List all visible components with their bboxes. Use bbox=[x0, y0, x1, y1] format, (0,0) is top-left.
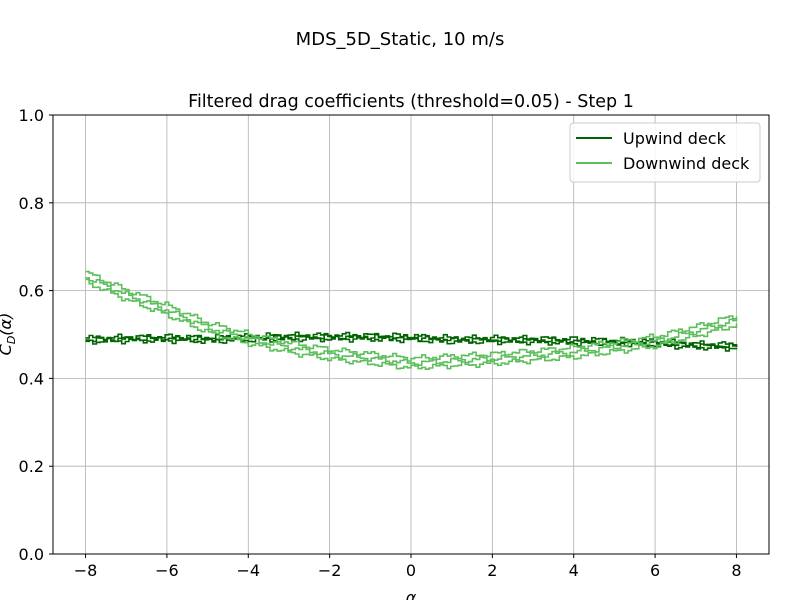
y-tick-label: 0.4 bbox=[19, 369, 44, 388]
x-tick-label: −2 bbox=[318, 561, 342, 580]
y-tick-label: 0.2 bbox=[19, 457, 44, 476]
x-tick-label: 4 bbox=[569, 561, 579, 580]
series-trace bbox=[85, 278, 738, 370]
series-0 bbox=[85, 331, 738, 352]
figure-suptitle: MDS_5D_Static, 10 m/s bbox=[296, 29, 505, 50]
series-1 bbox=[85, 270, 738, 370]
x-tick-label: −4 bbox=[236, 561, 260, 580]
y-axis-label: CD(α) bbox=[0, 313, 18, 356]
legend: Upwind deck Downwind deck bbox=[569, 122, 761, 183]
legend-label-downwind: Downwind deck bbox=[623, 154, 750, 173]
series-layer bbox=[85, 270, 738, 370]
series-trace bbox=[85, 270, 738, 362]
x-tick-label: 0 bbox=[406, 561, 416, 580]
x-tick-label: −6 bbox=[155, 561, 179, 580]
y-tick-label: 1.0 bbox=[19, 106, 44, 125]
chart-title: Filtered drag coefficients (threshold=0.… bbox=[188, 92, 634, 112]
legend-box bbox=[569, 122, 761, 183]
x-tick-label: −8 bbox=[74, 561, 98, 580]
legend-label-upwind: Upwind deck bbox=[623, 129, 727, 148]
y-tick-label: 0.8 bbox=[19, 194, 44, 213]
y-tick-label: 0.0 bbox=[19, 545, 44, 564]
x-tick-label: 8 bbox=[731, 561, 741, 580]
x-axis-label: α bbox=[406, 588, 417, 600]
series-trace bbox=[85, 277, 738, 366]
x-tick-label: 2 bbox=[487, 561, 497, 580]
x-axis-ticks: −8 −6 −4 −2 0 2 4 6 8 bbox=[74, 554, 742, 580]
series-trace bbox=[85, 333, 738, 349]
y-axis-ticks: 0.0 0.2 0.4 0.6 0.8 1.0 bbox=[19, 106, 53, 564]
y-tick-label: 0.6 bbox=[19, 282, 44, 301]
x-tick-label: 6 bbox=[650, 561, 660, 580]
